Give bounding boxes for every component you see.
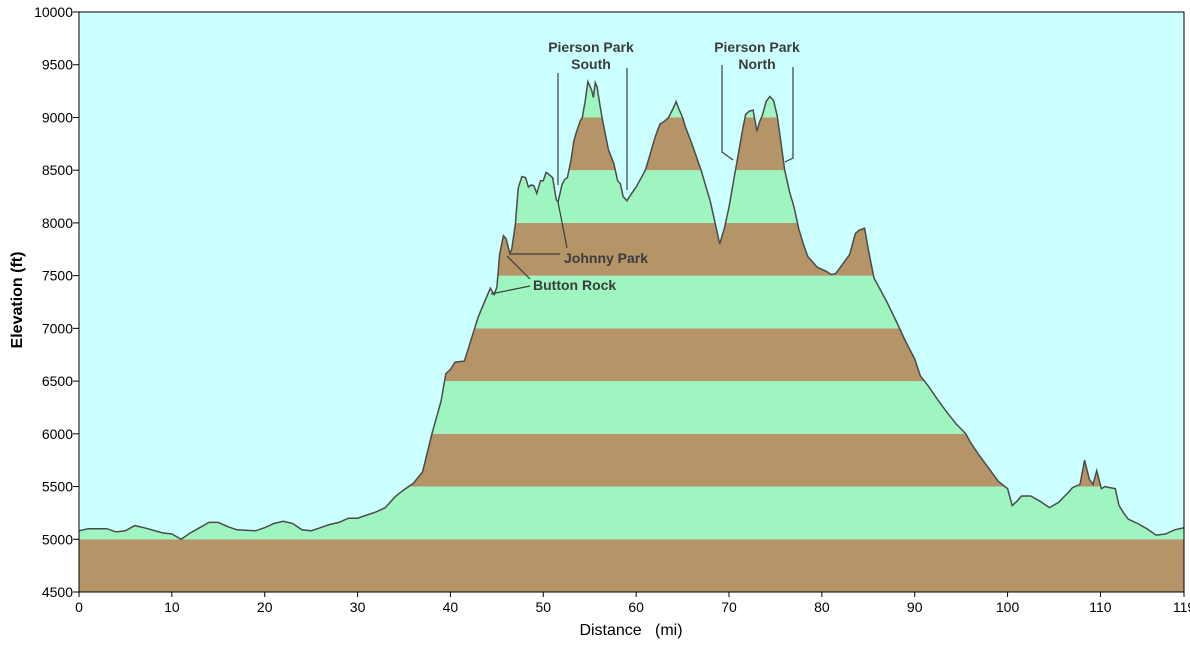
y-tick-label: 9000 (42, 109, 73, 125)
annotation-leader (490, 285, 531, 295)
annotation-leader (506, 255, 531, 280)
x-tick-label: 100 (996, 599, 1020, 615)
annotation-button-rock: Button Rock (490, 255, 616, 295)
x-tick-label: 80 (814, 599, 830, 615)
y-tick-label: 10000 (34, 4, 73, 20)
y-axis-label: Elevation (ft) (9, 252, 26, 349)
elevation-band (79, 539, 1184, 592)
y-tick-label: 9500 (42, 57, 73, 73)
y-tick-label: 6500 (42, 373, 73, 389)
y-tick-label: 6000 (42, 426, 73, 442)
y-tick-label: 8500 (42, 162, 73, 178)
x-tick-label: 0 (75, 599, 83, 615)
x-tick-label: 110 (1089, 599, 1112, 615)
y-tick-label: 8000 (42, 215, 73, 231)
y-tick-label: 4500 (42, 584, 73, 600)
y-tick-label: 7000 (42, 320, 73, 336)
annotation-label: Pierson Park (714, 39, 800, 55)
plot-frame (78, 11, 1185, 593)
annotation-leader (784, 67, 794, 163)
y-tick-label: 5000 (42, 531, 73, 547)
annotation-label: North (738, 56, 775, 72)
annotation-johnny-park: Johnny Park (510, 201, 648, 266)
x-tick-label: 70 (721, 599, 737, 615)
x-tick-label: 10 (164, 599, 180, 615)
x-axis-ticks: 0 10 20 30 40 50 60 70 80 90 100 110 119 (75, 592, 1190, 615)
annotation-label: Button Rock (533, 277, 616, 293)
x-tick-label: 90 (907, 599, 923, 615)
x-tick-label: 30 (350, 599, 366, 615)
y-tick-label: 7500 (42, 268, 73, 284)
annotation-pierson-park-south: Pierson Park South (548, 39, 634, 190)
annotation-label: Johnny Park (564, 250, 648, 266)
x-tick-label: 119 (1173, 599, 1190, 615)
y-axis-ticks: 4500 5000 5500 6000 6500 7000 7500 8000 8500 9000… (34, 4, 79, 600)
annotation-leader (557, 201, 568, 249)
annotation-label: South (571, 56, 611, 72)
elevation-profile-line (79, 78, 1184, 541)
x-axis-label: Distance (mi) (579, 622, 682, 639)
annotation-leader (721, 65, 734, 161)
annotation-pierson-park-north: Pierson Park North (714, 39, 800, 163)
x-tick-label: 40 (443, 599, 459, 615)
y-tick-label: 5500 (42, 479, 73, 495)
x-tick-label: 50 (535, 599, 551, 615)
annotation-label: Pierson Park (548, 39, 634, 55)
x-tick-label: 20 (257, 599, 273, 615)
x-tick-label: 60 (628, 599, 644, 615)
